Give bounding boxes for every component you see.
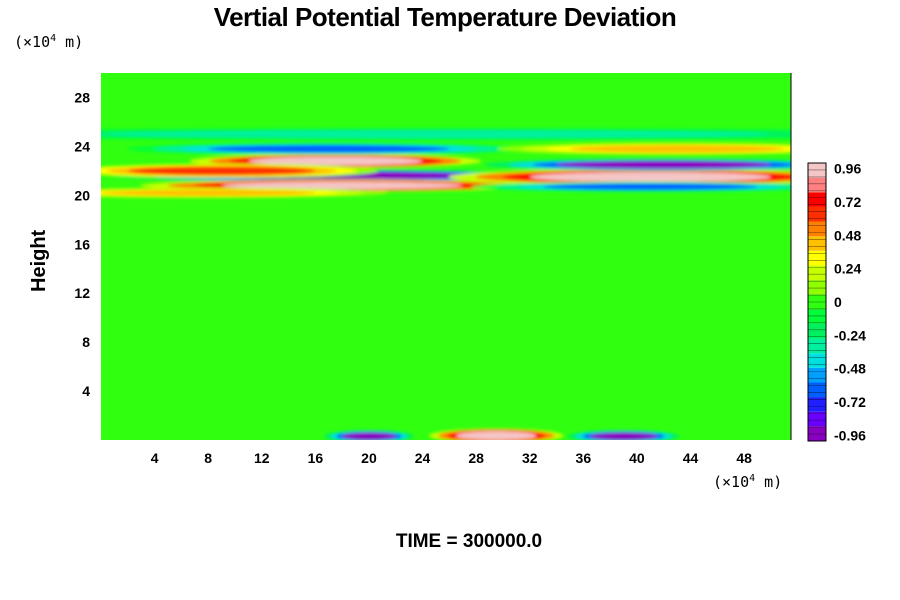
x-tick-label: 12 [254, 450, 270, 466]
x-tick-label: 4 [151, 450, 159, 466]
colorbar-swatch [808, 177, 826, 193]
heatmap-feature [448, 168, 791, 186]
colorbar-swatch [808, 265, 826, 281]
colorbar-tick-label: -0.96 [834, 427, 866, 443]
x-tick-label: 28 [468, 450, 484, 466]
colorbar-tick-label: 0.24 [834, 261, 861, 277]
y-tick-label: 20 [74, 187, 90, 203]
heatmap-feature [497, 142, 791, 155]
colorbar-swatch [808, 338, 826, 354]
heatmap-feature [101, 187, 388, 199]
heatmap-feature [428, 428, 564, 440]
colorbar-swatch [808, 236, 826, 251]
colorbar-swatch [808, 250, 826, 266]
y-unit-label: (×104 m) [14, 33, 84, 51]
heatmap-feature-level [590, 432, 658, 440]
colorbar-swatch [808, 192, 826, 207]
colorbar-swatch [808, 382, 826, 398]
x-tick-label: 44 [683, 450, 699, 466]
heatmap-feature [101, 128, 791, 141]
heatmap-feature [126, 142, 531, 155]
heatmap-feature-level [529, 172, 771, 182]
colorbar-swatch [808, 221, 826, 237]
heatmap-feature-level [569, 145, 785, 153]
heatmap-feature-level [248, 156, 423, 166]
heatmap-feature [101, 163, 379, 179]
time-label: TIME = 300000.0 [395, 531, 543, 552]
heatmap-feature-level [127, 166, 316, 176]
colorbar-swatch [808, 367, 826, 383]
x-tick-label: 20 [361, 450, 377, 466]
heatmap-feature-level [208, 145, 450, 153]
colorbar-tick-label: 0.48 [834, 227, 861, 243]
colorbar-swatch [808, 323, 826, 339]
colorbar-swatch [808, 280, 826, 295]
colorbar-swatch [808, 411, 826, 427]
heatmap-feature-level [556, 161, 771, 169]
y-tick-label: 24 [74, 138, 90, 154]
y-tick-label: 8 [82, 334, 90, 350]
colorbar-swatch [808, 397, 826, 412]
x-tick-label: 24 [415, 450, 431, 466]
heatmap-feature-level [221, 181, 463, 190]
colorbar-swatch [808, 163, 826, 178]
heatmap-feature [324, 430, 414, 440]
colorbar-tick-label: -0.72 [834, 394, 866, 410]
x-tick-label: 16 [308, 450, 324, 466]
y-tick-label: 4 [82, 383, 90, 399]
y-tick-label: 12 [74, 285, 90, 301]
heatmap-feature-level [543, 183, 758, 190]
heatmap-feature-level [101, 130, 771, 138]
x-tick-label: 40 [629, 450, 645, 466]
heatmap-feature [484, 158, 791, 171]
heatmap-feature-level [101, 189, 316, 196]
colorbar-tick-label: 0.96 [834, 161, 861, 177]
heatmap-feature-level [456, 431, 537, 440]
colorbar-tick-label: 0 [834, 294, 842, 310]
y-tick-label: 28 [74, 89, 90, 105]
x-tick-label: 32 [522, 450, 538, 466]
x-tick-label: 48 [736, 450, 752, 466]
y-tick-label: 16 [74, 236, 90, 252]
heatmap-feature [470, 181, 791, 192]
colorbar-swatch [808, 353, 826, 368]
colorbar-swatch [808, 426, 826, 441]
colorbar-tick-label: 0.72 [834, 194, 861, 210]
chart-title: Vertial Potential Temperature Deviation [213, 2, 677, 32]
x-tick-label: 8 [204, 450, 212, 466]
colorbar-swatch [808, 206, 826, 222]
x-tick-label: 36 [576, 450, 592, 466]
colorbar-tick-label: -0.24 [834, 327, 866, 343]
heatmap-feature-level [342, 432, 396, 440]
colorbar-tick-label: -0.48 [834, 361, 866, 377]
colorbar-border [807, 162, 827, 442]
x-unit-label: (×104 m) [713, 473, 783, 491]
heatmap-feature [567, 430, 680, 440]
colorbar-swatch [808, 309, 826, 324]
